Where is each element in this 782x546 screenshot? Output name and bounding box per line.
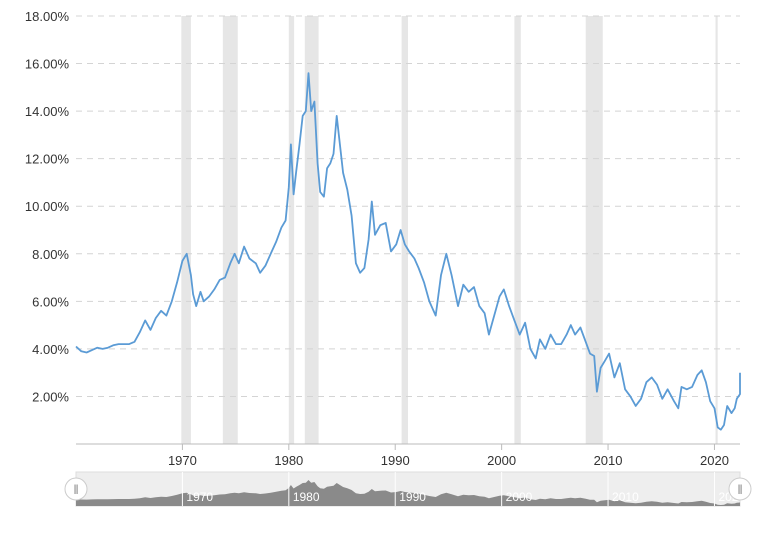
recession-band-4	[401, 16, 408, 444]
recession-band-6	[585, 16, 603, 444]
recession-band-2	[288, 16, 295, 444]
navigator-tick-label: 1970	[186, 490, 213, 504]
y-tick-label: 6.00%	[32, 294, 69, 309]
y-tick-label: 2.00%	[32, 389, 69, 404]
navigator-tick-label: 2010	[612, 490, 639, 504]
y-tick-label: 14.00%	[25, 104, 70, 119]
handle-grip-icon: ‖	[737, 482, 742, 497]
navigator-tick-label: 2000	[506, 490, 533, 504]
recession-band-5	[514, 16, 521, 444]
navigator-handle-left[interactable]: ‖	[64, 477, 88, 501]
recession-band-7	[715, 16, 718, 444]
recession-band-3	[304, 16, 319, 444]
navigator-tick-label: 1980	[293, 490, 320, 504]
x-tick-label: 2000	[487, 453, 516, 468]
x-tick-label: 2020	[700, 453, 729, 468]
x-axis: 1970 1980 1990 2000 2010 2020	[168, 444, 729, 468]
navigator-tick-label: 1990	[399, 490, 426, 504]
y-axis: 2.00% 4.00% 6.00% 8.00% 10.00% 12.00% 14.00% 16…	[25, 9, 70, 404]
recession-band-1	[222, 16, 238, 444]
y-tick-label: 4.00%	[32, 342, 69, 357]
x-tick-label: 1980	[274, 453, 303, 468]
x-tick-label: 2010	[594, 453, 623, 468]
recession-bands	[181, 16, 718, 444]
x-tick-label: 1990	[381, 453, 410, 468]
y-tick-label: 10.00%	[25, 199, 70, 214]
y-tick-label: 12.00%	[25, 152, 70, 167]
recession-band-0	[181, 16, 191, 444]
handle-grip-icon: ‖	[73, 482, 78, 497]
series-group	[75, 72, 741, 431]
navigator-handle-right[interactable]: ‖	[728, 477, 752, 501]
y-tick-label: 8.00%	[32, 247, 69, 262]
navigator-series-area	[76, 480, 740, 506]
y-tick-label: 18.00%	[25, 9, 70, 24]
series-line	[75, 72, 741, 431]
x-tick-label: 1970	[168, 453, 197, 468]
y-tick-label: 16.00%	[25, 57, 70, 72]
